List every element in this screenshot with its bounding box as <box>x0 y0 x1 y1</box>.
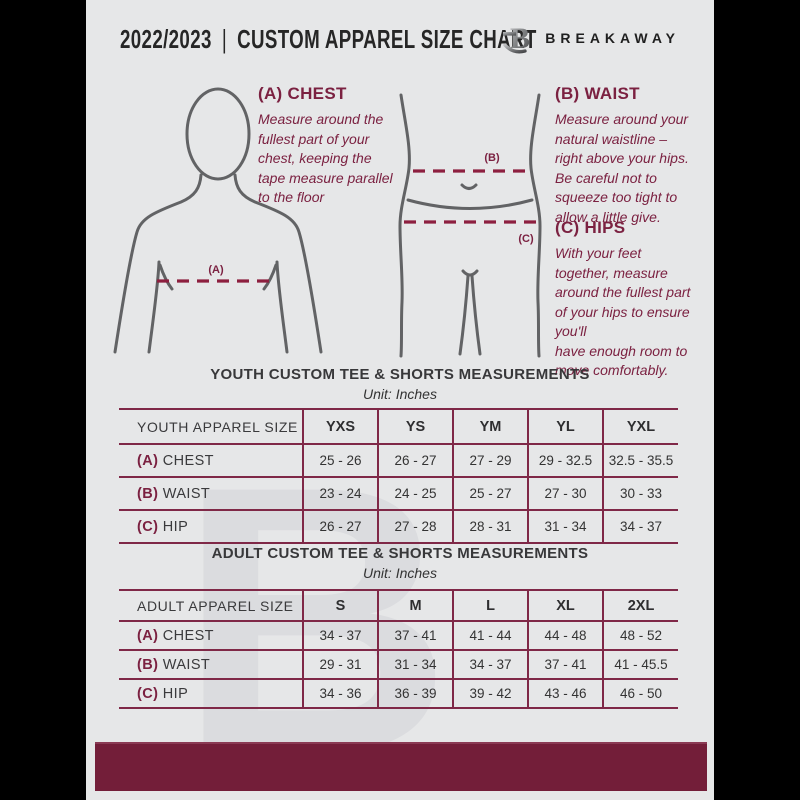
footer-bar <box>95 742 707 791</box>
row-label: (B) WAIST <box>119 476 303 511</box>
table-header-row: YOUTH APPAREL SIZE YXS YS YM YL YXL <box>119 408 678 445</box>
size-column-header: S <box>302 589 378 622</box>
measurement-cell: 29 - 32.5 <box>527 443 603 478</box>
youth-table-title: YOUTH CUSTOM TEE & SHORTS MEASUREMENTS <box>210 366 590 383</box>
row-label: (A) CHEST <box>119 443 303 478</box>
row-label: (C) HIP <box>119 509 303 544</box>
size-column-header: YXS <box>302 408 378 445</box>
size-column-header: 2XL <box>602 589 678 622</box>
size-column-header: YM <box>452 408 528 445</box>
table-row-chest: (A) CHEST 25 - 26 26 - 27 27 - 29 29 - 3… <box>119 443 678 478</box>
measurement-cell: 27 - 28 <box>377 509 453 544</box>
row-label: (B) WAIST <box>119 649 303 680</box>
measurement-cell: 24 - 25 <box>377 476 453 511</box>
measurement-cell: 26 - 27 <box>302 509 378 544</box>
measurement-cell: 39 - 42 <box>452 678 528 709</box>
measurement-cell: 41 - 45.5 <box>602 649 678 680</box>
adult-table-title: ADULT CUSTOM TEE & SHORTS MEASUREMENTS <box>211 545 589 562</box>
brand-name: BREAKAWAY <box>545 30 680 46</box>
measurement-cell: 43 - 46 <box>527 678 603 709</box>
size-label-cell: YOUTH APPAREL SIZE <box>119 408 303 445</box>
measurement-cell: 25 - 27 <box>452 476 528 511</box>
measurement-cell: 29 - 31 <box>302 649 378 680</box>
title-text: CUSTOM APPAREL SIZE CHART <box>237 24 537 54</box>
title-separator: | <box>221 24 228 54</box>
measurement-cell: 36 - 39 <box>377 678 453 709</box>
measurement-cell: 34 - 37 <box>602 509 678 544</box>
measurement-cell: 23 - 24 <box>302 476 378 511</box>
table-row-hip: (C) HIP 26 - 27 27 - 28 28 - 31 31 - 34 … <box>119 509 678 544</box>
measurement-cell: 28 - 31 <box>452 509 528 544</box>
measurement-cell: 46 - 50 <box>602 678 678 709</box>
size-column-header: YL <box>527 408 603 445</box>
hip-marker-label: (C) <box>518 233 534 245</box>
page-title: 2022/2023 | CUSTOM APPAREL SIZE CHART <box>120 24 537 55</box>
measurement-cell: 34 - 36 <box>302 678 378 709</box>
hips-guide-heading: (C) HIPS <box>555 218 626 237</box>
hips-guide-description: With your feet together, measure around … <box>555 245 691 378</box>
table-header-row: ADULT APPAREL SIZE S M L XL 2XL <box>119 589 678 622</box>
size-column-header: YS <box>377 408 453 445</box>
title-year: 2022/2023 <box>120 24 212 54</box>
measurement-cell: 37 - 41 <box>527 649 603 680</box>
measurement-cell: 37 - 41 <box>377 620 453 651</box>
measurement-cell: 27 - 30 <box>527 476 603 511</box>
measurement-cell: 25 - 26 <box>302 443 378 478</box>
youth-table-unit: Unit: Inches <box>363 386 437 402</box>
size-column-header: XL <box>527 589 603 622</box>
row-label: (A) CHEST <box>119 620 303 651</box>
measurement-cell: 41 - 44 <box>452 620 528 651</box>
lower-body-figure: (B) (C) <box>398 93 542 358</box>
measurement-cell: 34 - 37 <box>452 649 528 680</box>
measurement-cell: 31 - 34 <box>527 509 603 544</box>
measurement-cell: 48 - 52 <box>602 620 678 651</box>
chest-marker-label: (A) <box>208 264 224 276</box>
chest-guide-heading: (A) CHEST <box>258 84 347 103</box>
row-label: (C) HIP <box>119 678 303 709</box>
size-label-cell: ADULT APPAREL SIZE <box>119 589 303 622</box>
chest-guide-description: Measure around the fullest part of your … <box>258 111 393 205</box>
torso-figure: (A) <box>113 87 323 354</box>
table-row-hip: (C) HIP 34 - 36 36 - 39 39 - 42 43 - 46 … <box>119 678 678 709</box>
measurement-cell: 44 - 48 <box>527 620 603 651</box>
measurement-cell: 26 - 27 <box>377 443 453 478</box>
breakaway-logo-icon: B <box>503 22 530 55</box>
table-row-chest: (A) CHEST 34 - 37 37 - 41 41 - 44 44 - 4… <box>119 620 678 651</box>
waist-marker-label: (B) <box>484 152 500 164</box>
table-row-waist: (B) WAIST 29 - 31 31 - 34 34 - 37 37 - 4… <box>119 649 678 680</box>
waist-guide-description: Measure around your natural waistline – … <box>555 111 689 225</box>
chart-page: B 2022/2023 | CUSTOM APPAREL SIZE CHART B … <box>86 0 714 800</box>
adult-size-table: ADULT APPAREL SIZE S M L XL 2XL (A) CHES… <box>119 589 678 709</box>
waist-guide-heading: (B) WAIST <box>555 84 640 103</box>
measurement-cell: 32.5 - 35.5 <box>602 443 678 478</box>
size-column-header: L <box>452 589 528 622</box>
svg-text:B: B <box>510 22 530 55</box>
measurement-cell: 31 - 34 <box>377 649 453 680</box>
youth-size-table: YOUTH APPAREL SIZE YXS YS YM YL YXL (A) … <box>119 408 678 544</box>
table-row-waist: (B) WAIST 23 - 24 24 - 25 25 - 27 27 - 3… <box>119 476 678 511</box>
adult-table-unit: Unit: Inches <box>363 565 437 581</box>
size-column-header: M <box>377 589 453 622</box>
measurement-cell: 27 - 29 <box>452 443 528 478</box>
size-column-header: YXL <box>602 408 678 445</box>
measurement-cell: 34 - 37 <box>302 620 378 651</box>
brand-lockup: B BREAKAWAY <box>503 20 680 56</box>
measurement-cell: 30 - 33 <box>602 476 678 511</box>
